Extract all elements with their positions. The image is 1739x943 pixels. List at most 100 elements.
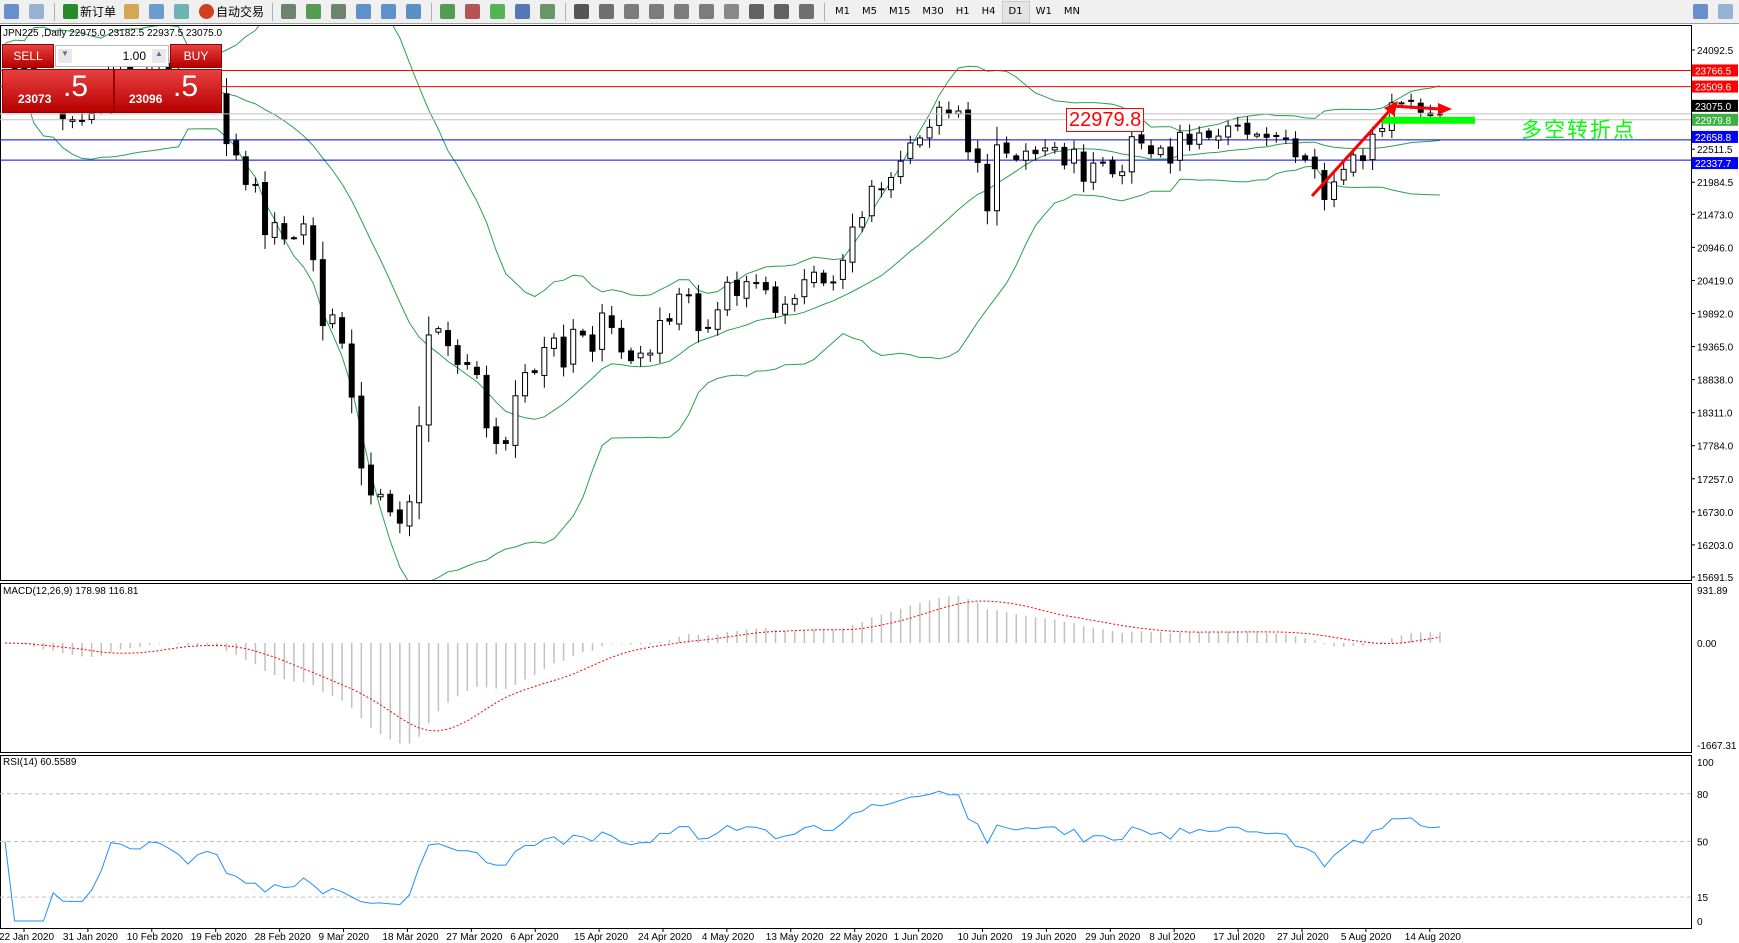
timeframe-m30[interactable]: M30 (922, 6, 944, 17)
search-button[interactable] (1690, 2, 1713, 22)
crosshair-button[interactable] (596, 2, 619, 22)
timeframe-d1[interactable]: D1 (1001, 0, 1030, 23)
bull-candle (425, 334, 432, 426)
bull-candle (290, 237, 297, 240)
one-click-trading-panel: SELL ▼ 1.00 ▲ BUY 23073 .5 23096 .5 (2, 44, 222, 113)
turning-point-label[interactable]: 多空转折点 (1521, 118, 1636, 142)
date-label: 18 Mar 2020 (382, 932, 439, 943)
toolbar-separator (431, 2, 433, 21)
timeframe-w1[interactable]: W1 (1035, 6, 1052, 17)
rsi-tick-label: 50 (1697, 838, 1709, 849)
bull-candle (1340, 168, 1347, 181)
bull-candle (926, 126, 933, 139)
zoom-chart-button[interactable] (26, 2, 49, 22)
rsi-tick-label: 80 (1697, 790, 1709, 801)
bull-candle (406, 501, 413, 527)
market-watch-button[interactable] (121, 2, 144, 22)
auto-trading-button[interactable]: 自动交易 (196, 2, 267, 22)
navigator-button[interactable] (146, 2, 169, 22)
tile-windows-icon (406, 4, 422, 19)
cursor-icon (574, 4, 590, 19)
arrow-head-right-icon (1438, 103, 1452, 115)
sell-button[interactable]: SELL (2, 44, 54, 68)
line-price-label: 22658.8 (1695, 133, 1732, 144)
fibonacci-button[interactable] (696, 2, 719, 22)
zoom-out-button[interactable] (378, 2, 401, 22)
new-order-button[interactable]: 新订单 (60, 2, 119, 22)
periods-button[interactable] (512, 2, 535, 22)
arrows-button[interactable] (796, 2, 819, 22)
date-label: 27 Mar 2020 (446, 932, 503, 943)
trendline-icon (674, 4, 690, 19)
navigator-icon (149, 4, 165, 19)
bull-candle (1176, 131, 1183, 161)
trendline-button[interactable] (671, 2, 694, 22)
indicators-icon (490, 4, 506, 19)
timeframe-m5[interactable]: M5 (862, 6, 878, 17)
text-button[interactable] (746, 2, 769, 22)
indicators-button[interactable] (487, 2, 510, 22)
timeframe-mn[interactable]: MN (1063, 6, 1080, 17)
horizontal-line-button[interactable] (646, 2, 669, 22)
bear-candle (762, 282, 769, 291)
auto-trading-icon (199, 4, 215, 19)
bull-candle (1119, 171, 1126, 177)
price-plot (0, 26, 1691, 580)
date-label: 28 Feb 2020 (255, 932, 312, 943)
line-price-label-bg (1692, 80, 1738, 93)
bollinger-lower-band (4, 80, 1441, 580)
auto-scroll-button[interactable] (437, 2, 460, 22)
templates-button[interactable] (537, 2, 560, 22)
cursor-button[interactable] (571, 2, 594, 22)
candlestick-icon (306, 4, 322, 19)
bull-candle (1254, 133, 1261, 137)
turning-point-bar (1382, 116, 1475, 124)
candlestick-button[interactable] (303, 2, 326, 22)
timeframe-m15[interactable]: M15 (889, 6, 911, 17)
new-chart-button[interactable] (1, 2, 24, 22)
price-annotation-box[interactable]: 22979.8 (1066, 108, 1145, 132)
buy-price-button[interactable]: 23096 .5 (114, 69, 222, 113)
auto-trading-label: 自动交易 (216, 5, 265, 19)
lot-size-field[interactable]: ▼ 1.00 ▲ (55, 45, 169, 67)
new-order-label: 新订单 (80, 5, 117, 19)
bear-candle (1167, 146, 1174, 164)
chat-icon (1718, 4, 1733, 19)
date-label: 10 Feb 2020 (127, 932, 184, 943)
text-label-button[interactable] (771, 2, 794, 22)
channel-button[interactable] (721, 2, 744, 22)
bull-candle (791, 298, 798, 305)
timeframe-h1[interactable]: H1 (955, 6, 970, 17)
bear-candle (1186, 133, 1193, 145)
bear-candle (753, 282, 760, 285)
signals-button[interactable] (171, 2, 194, 22)
line-chart-button[interactable] (328, 2, 351, 22)
bear-candle (695, 293, 702, 332)
bear-candle (281, 223, 288, 240)
macd-signal-line (4, 600, 1441, 732)
bull-candle (859, 217, 866, 228)
lot-size-value[interactable]: 1.00 (122, 49, 146, 63)
bar-chart-button[interactable] (278, 2, 301, 22)
chart-shift-button[interactable] (462, 2, 485, 22)
zoom-in-button[interactable] (353, 2, 376, 22)
bull-candle (810, 271, 817, 284)
increase-lot-button[interactable]: ▲ (152, 49, 166, 63)
timeframe-m1[interactable]: M1 (835, 6, 851, 17)
price-tick-label: 22511.5 (1697, 145, 1733, 156)
bull-candle (1398, 102, 1405, 105)
bollinger-upper-band (4, 26, 1441, 298)
decrease-lot-button[interactable]: ▼ (58, 49, 72, 63)
bear-candle (945, 109, 952, 114)
sell-price-button[interactable]: 23073 .5 (2, 69, 114, 113)
bear-candle (1244, 122, 1251, 135)
macd-title: MACD(12,26,9) 178.98 116.81 (3, 586, 139, 597)
chart-title: JPN225 ,Daily 22975.0 23182.5 22937.5 23… (3, 28, 223, 39)
vertical-line-button[interactable] (621, 2, 644, 22)
chat-button[interactable] (1715, 2, 1738, 22)
buy-button[interactable]: BUY (170, 44, 222, 68)
tile-windows-button[interactable] (403, 2, 426, 22)
timeframe-h4[interactable]: H4 (981, 6, 996, 17)
rsi-line (4, 790, 1441, 922)
